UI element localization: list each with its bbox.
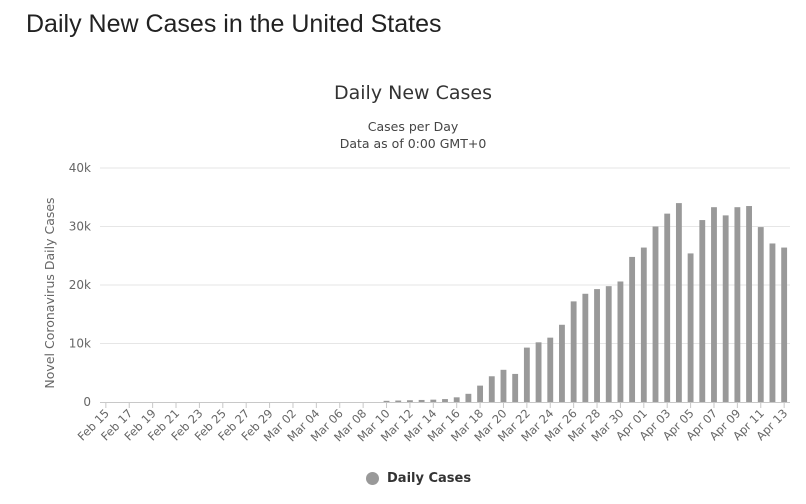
bar (687, 253, 694, 402)
bar (535, 342, 542, 402)
bar (395, 400, 402, 402)
bar (711, 207, 717, 402)
legend-dot-icon (366, 472, 379, 485)
bar (547, 337, 554, 402)
bar (746, 206, 752, 402)
bar (500, 369, 507, 402)
page-title: Daily New Cases in the United States (26, 10, 442, 38)
bar (617, 281, 624, 402)
y-tick-label: 40k (69, 161, 91, 175)
chart-title: Daily New Cases (334, 82, 492, 104)
bar (769, 243, 776, 402)
bar (699, 220, 706, 402)
y-tick-label: 0 (83, 395, 91, 409)
y-axis-title: Novel Coronavirus Daily Cases (42, 197, 57, 388)
legend-item-daily-cases[interactable]: Daily Cases (366, 471, 471, 486)
bar (512, 373, 519, 402)
bar (559, 324, 565, 402)
bar (418, 399, 425, 402)
legend-label: Daily Cases (387, 471, 472, 486)
bar (453, 397, 460, 402)
bar (523, 347, 530, 402)
bar (675, 203, 682, 402)
chart-subtitle: Cases per Day (367, 119, 459, 134)
bar (430, 399, 437, 402)
bar (570, 301, 577, 402)
bar (734, 207, 741, 402)
bar (594, 289, 600, 402)
bar (664, 213, 671, 402)
bar (582, 293, 589, 402)
y-tick-label: 20k (69, 278, 91, 292)
bar (465, 393, 472, 402)
chart-subtitle-date: Data as of 0:00 GMT+0 (339, 136, 487, 151)
bar (629, 256, 636, 402)
bar (477, 385, 484, 402)
bar (781, 247, 788, 402)
bar (605, 286, 612, 402)
bar (383, 400, 390, 402)
bar (406, 400, 413, 402)
bar (652, 226, 659, 402)
bar (757, 227, 764, 402)
bar (442, 399, 448, 402)
bar (640, 247, 647, 402)
bar (722, 215, 729, 402)
y-tick-label: 30k (69, 220, 91, 234)
y-tick-label: 10k (69, 337, 91, 351)
bar (488, 376, 495, 402)
